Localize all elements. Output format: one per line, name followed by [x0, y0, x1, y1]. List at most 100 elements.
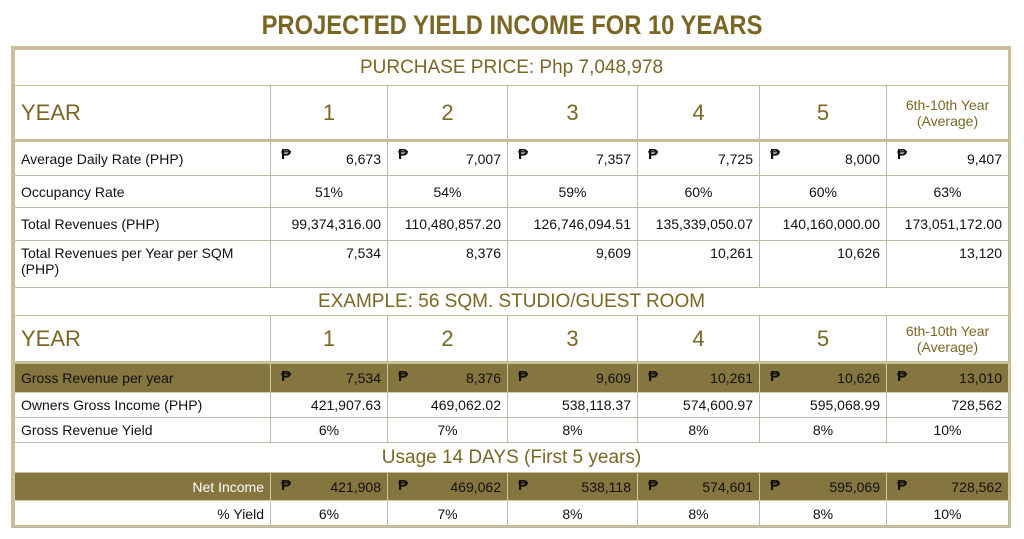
row-value: 10,626 ₱	[759, 362, 887, 393]
peso-icon: ₱	[648, 368, 659, 385]
year-5: 5	[759, 315, 887, 364]
row-value: 7,534	[270, 240, 388, 288]
year-label: YEAR	[14, 315, 271, 364]
row-value: 728,562 ₱	[886, 472, 1009, 501]
peso-icon: ₱	[398, 146, 409, 163]
row-value: 574,601 ₱	[637, 472, 760, 501]
peso-icon: ₱	[770, 146, 781, 163]
year-1: 1	[270, 85, 388, 142]
row-value: 10%	[886, 500, 1009, 528]
peso-icon: ₱	[897, 368, 908, 385]
row-label: Total Revenues per Year per SQM (PHP)	[14, 240, 271, 288]
peso-icon: ₱	[897, 146, 908, 163]
year-2: 2	[387, 85, 508, 142]
peso-icon: ₱	[770, 477, 781, 494]
peso-icon: ₱	[398, 477, 409, 494]
row-value: 595,068.99	[759, 392, 887, 418]
row-value: 538,118 ₱	[507, 472, 638, 501]
row-value: 126,746,094.51	[507, 207, 638, 241]
peso-icon: ₱	[518, 146, 529, 163]
peso-icon: ₱	[281, 146, 292, 163]
year-header-row: YEAR 1 2 3 4 5 6th-10th Year (Average)	[14, 85, 1009, 142]
row-value: 59%	[507, 175, 638, 208]
table-row: Occupancy Rate 51% 54% 59% 60% 60% 63%	[14, 175, 1009, 208]
row-value: 8%	[637, 417, 760, 443]
year-4: 4	[637, 315, 760, 364]
peso-icon: ₱	[281, 368, 292, 385]
row-value: 574,600.97	[637, 392, 760, 418]
purchase-price: PURCHASE PRICE: Php 7,048,978	[14, 49, 1009, 86]
row-value: 99,374,316.00	[270, 207, 388, 241]
row-value: 10,261	[637, 240, 760, 288]
row-value: 60%	[759, 175, 887, 208]
row-value: 421,907.63	[270, 392, 388, 418]
row-label: Net Income	[14, 472, 271, 501]
year-label: YEAR	[14, 85, 271, 142]
row-label: Occupancy Rate	[14, 175, 271, 208]
row-value: 6%	[270, 500, 388, 528]
row-value: 135,339,050.07	[637, 207, 760, 241]
example-title: EXAMPLE: 56 SQM. STUDIO/GUEST ROOM	[14, 287, 1009, 316]
row-value: 10,261 ₱	[637, 362, 760, 393]
peso-icon: ₱	[648, 146, 659, 163]
row-value: 10,626	[759, 240, 887, 288]
table-row: Gross Revenue Yield 6% 7% 8% 8% 8% 10%	[14, 417, 1009, 443]
table-row: Gross Revenue per year 7,534 ₱ 8,376 ₱ 9,609 ₱…	[14, 362, 1009, 393]
row-value: 9,609 ₱	[507, 362, 638, 393]
row-value: 13,120	[886, 240, 1009, 288]
row-value: 13,010 ₱	[886, 362, 1009, 393]
row-value: 8%	[759, 417, 887, 443]
row-label: Owners Gross Income (PHP)	[14, 392, 271, 418]
row-value: 8%	[637, 500, 760, 528]
usage-title: Usage 14 DAYS (First 5 years)	[14, 442, 1009, 473]
row-value: 8,376	[387, 240, 508, 288]
row-value: 7%	[387, 500, 508, 528]
row-value: 51%	[270, 175, 388, 208]
table-row: % Yield 6% 7% 8% 8% 8% 10%	[14, 500, 1009, 528]
row-value: 10%	[886, 417, 1009, 443]
row-value: 7,357 ₱	[507, 140, 638, 176]
row-label: % Yield	[14, 500, 271, 528]
row-value: 60%	[637, 175, 760, 208]
row-value: 595,069 ₱	[759, 472, 887, 501]
year-3: 3	[507, 85, 638, 142]
row-value: 7%	[387, 417, 508, 443]
year-3: 3	[507, 315, 638, 364]
row-label: Gross Revenue Yield	[14, 417, 271, 443]
row-value: 469,062 ₱	[387, 472, 508, 501]
row-value: 421,908 ₱	[270, 472, 388, 501]
row-value: 6%	[270, 417, 388, 443]
table-row: Average Daily Rate (PHP) 6,673 ₱ 7,007 ₱ 7,35…	[14, 140, 1009, 176]
row-value: 140,160,000.00	[759, 207, 887, 241]
row-label: Average Daily Rate (PHP)	[14, 140, 271, 176]
yield-table-frame: PURCHASE PRICE: Php 7,048,978 YEAR 1 2 3 4 5 6t…	[11, 46, 1011, 528]
row-value: 469,062.02	[387, 392, 508, 418]
table-row: Total Revenues per Year per SQM (PHP) 7,5…	[14, 240, 1009, 288]
peso-icon: ₱	[518, 477, 529, 494]
peso-icon: ₱	[770, 368, 781, 385]
year-2: 2	[387, 315, 508, 364]
year-4: 4	[637, 85, 760, 142]
row-label: Total Revenues (PHP)	[14, 207, 271, 241]
peso-icon: ₱	[398, 368, 409, 385]
row-value: 8,000 ₱	[759, 140, 887, 176]
row-value: 8,376 ₱	[387, 362, 508, 393]
peso-icon: ₱	[648, 477, 659, 494]
peso-icon: ₱	[281, 477, 292, 494]
row-value: 7,725 ₱	[637, 140, 760, 176]
row-value: 7,007 ₱	[387, 140, 508, 176]
table-row: Total Revenues (PHP) 99,374,316.00 110,480…	[14, 207, 1009, 241]
row-value: 538,118.37	[507, 392, 638, 418]
year-6: 6th-10th Year (Average)	[886, 315, 1009, 364]
row-label: Gross Revenue per year	[14, 362, 271, 393]
table-row: Owners Gross Income (PHP) 421,907.63 469,0…	[14, 392, 1009, 418]
row-value: 7,534 ₱	[270, 362, 388, 393]
year-1: 1	[270, 315, 388, 364]
row-value: 8%	[507, 417, 638, 443]
row-value: 63%	[886, 175, 1009, 208]
year-6: 6th-10th Year (Average)	[886, 85, 1009, 142]
row-value: 173,051,172.00	[886, 207, 1009, 241]
example-title-row: EXAMPLE: 56 SQM. STUDIO/GUEST ROOM	[14, 287, 1009, 316]
year-5: 5	[759, 85, 887, 142]
table-row: Net Income 421,908 ₱ 469,062 ₱ 538,118 ₱ 574,60…	[14, 472, 1009, 501]
